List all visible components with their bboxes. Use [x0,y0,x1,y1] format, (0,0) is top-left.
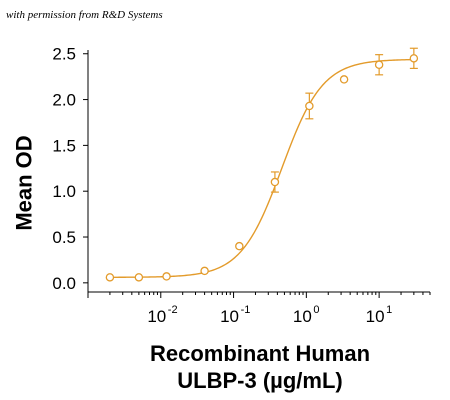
data-point [235,241,244,251]
data-point [305,101,314,111]
x-axis-ticks: 10 -2 10 -1 10 0 10 1 [87,292,431,326]
data-point [105,273,115,282]
fit-curve-layer [109,58,414,278]
data-points-layer [105,47,419,282]
y-tick-label: 2.0 [52,91,76,110]
y-tick-label: 1.5 [52,136,76,155]
y-axis-title-box: Mean OD [7,128,43,238]
data-point [134,273,144,282]
x-tick-label: 10 [220,307,239,326]
y-tick-label: 2.5 [52,45,76,64]
y-tick-label: 0.5 [52,228,76,247]
x-tick-exponent: 1 [386,304,392,316]
x-tick-exponent: -2 [168,304,178,316]
data-point [162,272,171,281]
x-tick-label: 10 [366,307,385,326]
x-tick-exponent: -1 [241,304,251,316]
y-tick-label: 1.0 [52,182,76,201]
fit-curve [109,58,414,278]
data-point [339,75,349,84]
x-axis-title-line2: ULBP-3 (µg/mL) [177,368,343,393]
axes [87,50,430,293]
y-axis-title: Mean OD [12,135,38,231]
data-point [374,60,384,69]
x-axis-title-line1: Recombinant Human [149,341,371,366]
y-tick-label: 0.0 [52,274,76,293]
y-axis-ticks: 0.0 0.5 1.0 1.5 2.0 2.5 [52,45,88,293]
x-tick-label: 10 [147,307,166,326]
x-tick-label: 10 [293,307,312,326]
credit-text: with permission from R&D Systems [6,9,163,21]
data-point [200,266,209,276]
data-point [270,177,280,187]
data-point [409,54,419,63]
x-tick-exponent: 0 [313,304,319,316]
